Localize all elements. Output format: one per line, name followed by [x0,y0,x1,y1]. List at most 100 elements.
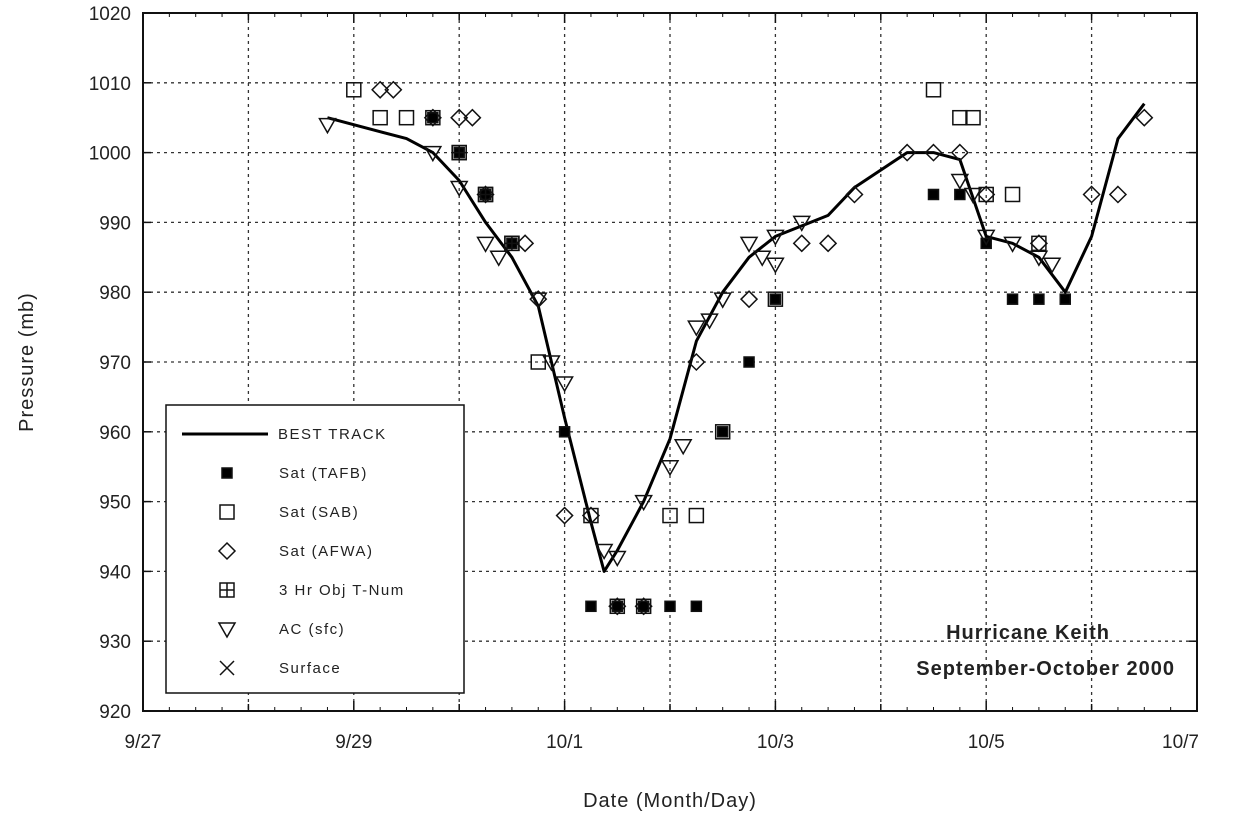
data-point [477,186,494,203]
data-point [637,600,650,613]
data-point [925,82,942,98]
data-point [716,426,729,438]
data-point [687,352,706,372]
data-point [1082,185,1101,204]
data-point [372,109,388,126]
data-point [950,173,970,191]
data-point [608,550,627,567]
data-point [792,234,811,253]
data-point [700,313,719,330]
data-point [660,459,680,477]
data-point [752,250,772,267]
data-point [1004,186,1021,203]
legend-item: Sat (SAB) [219,504,359,521]
data-point [1135,108,1154,127]
data-point [1059,293,1071,305]
legend-item: Sat (TAFB) [221,465,366,482]
data-point [845,185,864,204]
legend-label: Sat (SAB) [279,504,359,521]
data-point [476,185,495,204]
data-point [924,143,943,162]
x-axis-title: Date (Month/Day) [583,790,757,812]
axis-ticks: 920 930 940 950 960 970 980 990 1000 1010 1020 9/27… [89,4,1199,753]
legend-item: Sat (AFWA) [217,541,372,561]
data-point [739,290,759,309]
data-point [542,355,561,372]
data-point [673,439,693,456]
data-point [318,117,337,135]
legend-item: 3 Hr Obj T-Num [219,582,405,599]
legend-item: AC (sfc) [217,621,344,639]
data-point [927,188,940,201]
data-point [687,320,706,337]
x-tick-label: 10/5 [968,732,1005,753]
data-point [766,229,785,246]
y-tick-label: 950 [99,493,131,514]
data-point [688,507,705,524]
legend-box [165,404,465,694]
x-tick-label: 10/1 [546,732,583,753]
data-point [530,354,546,370]
legend-item: BEST TRACK [182,426,387,443]
y-tick-label: 1010 [89,74,131,95]
data-point [1006,293,1019,305]
data-point [427,111,439,124]
data-point [371,80,390,99]
data-point [1108,185,1128,204]
data-point [423,145,443,163]
data-point [739,236,759,253]
y-tick-label: 920 [99,702,131,723]
data-point [450,108,469,127]
legend-swatch [219,660,235,676]
data-point [555,506,574,525]
data-point [585,600,597,613]
data-point [555,376,574,393]
x-tick-label: 9/29 [335,732,372,753]
series-sat-tafb [427,111,1071,613]
data-point [664,600,676,613]
data-point [528,292,548,309]
legend-swatch [219,582,235,598]
data-point [384,80,403,99]
data-point [423,108,442,127]
legend-swatch [221,467,233,479]
series-3-hr-obj-t-num [451,144,520,252]
data-point [346,82,362,98]
data-point [634,597,653,616]
data-point [1031,235,1047,252]
data-point [769,293,782,305]
data-point [767,291,784,307]
y-tick-label: 1000 [89,144,131,165]
data-point [476,236,495,253]
data-series [318,80,1154,616]
data-point [950,143,969,162]
series-best-track [327,102,1146,573]
x-tick-label: 10/3 [757,732,794,753]
data-point [581,506,601,525]
legend-label: BEST TRACK [278,426,387,443]
data-point [451,144,467,161]
y-tick-label: 940 [99,562,131,583]
x-tick-label: 9/27 [125,732,162,753]
data-point [963,187,983,204]
legend-items: BEST TRACK Sat (TAFB) Sat (SAB) Sat (AFWA) 3… [182,426,405,677]
data-point [608,597,627,616]
data-point [611,600,624,613]
legend-swatch [217,541,237,561]
data-point [1042,257,1062,274]
data-point [594,543,614,560]
data-point [954,188,966,201]
series-ac-sfc [318,117,1062,567]
data-point [1033,293,1045,305]
data-point [504,235,520,252]
data-point [743,356,755,368]
data-point [449,180,469,198]
data-point [489,250,509,267]
data-point [713,292,732,309]
y-tick-label: 1020 [89,4,131,25]
data-point [1029,250,1049,267]
legend-label: 3 Hr Obj T-Num [279,582,405,599]
y-tick-label: 970 [99,353,131,374]
legend: BEST TRACK Sat (TAFB) Sat (SAB) Sat (AFWA) 3… [165,404,465,694]
